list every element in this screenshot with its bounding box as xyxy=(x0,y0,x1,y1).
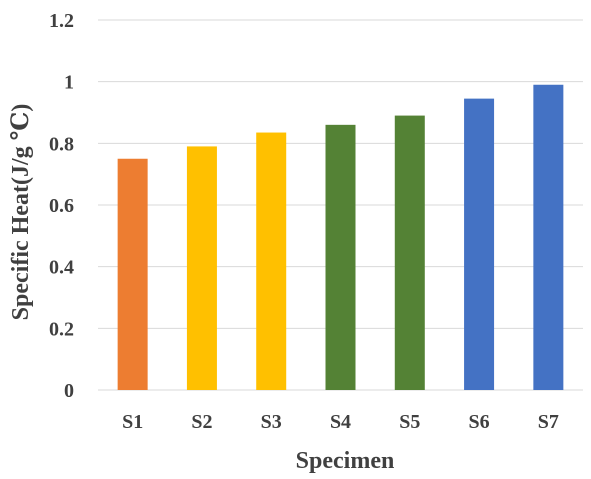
y-tick-label: 0.6 xyxy=(49,195,74,217)
x-tick-label: S2 xyxy=(191,411,212,433)
y-tick-label: 1 xyxy=(64,72,74,94)
bar-s2 xyxy=(186,146,217,390)
bars xyxy=(117,84,564,390)
y-tick-label: 1.2 xyxy=(49,10,74,32)
bar-s7 xyxy=(533,84,564,390)
y-tick-labels: 0 0.2 0.4 0.6 0.8 1 1.2 xyxy=(49,10,74,402)
bar-s6 xyxy=(464,98,495,390)
x-tick-label: S6 xyxy=(469,411,490,433)
x-tick-label: S7 xyxy=(538,411,559,433)
x-tick-labels: S1 S2 S3 S4 S5 S6 S7 xyxy=(122,411,559,433)
x-tick-label: S1 xyxy=(122,411,143,433)
x-tick-label: S4 xyxy=(330,411,351,433)
x-axis-title: Specimen xyxy=(296,448,395,474)
bar-s1 xyxy=(117,158,148,390)
bar-s4 xyxy=(325,124,356,390)
y-tick-label: 0.8 xyxy=(49,133,74,155)
y-tick-label: 0.2 xyxy=(49,318,74,340)
x-tick-label: S5 xyxy=(399,411,420,433)
bar-s5 xyxy=(394,115,425,390)
y-axis-title: Specific Heat(J/g ℃) xyxy=(8,104,34,321)
y-tick-label: 0 xyxy=(64,380,74,402)
x-tick-label: S3 xyxy=(261,411,282,433)
bar-s3 xyxy=(256,132,287,390)
y-tick-label: 0.4 xyxy=(49,257,74,279)
